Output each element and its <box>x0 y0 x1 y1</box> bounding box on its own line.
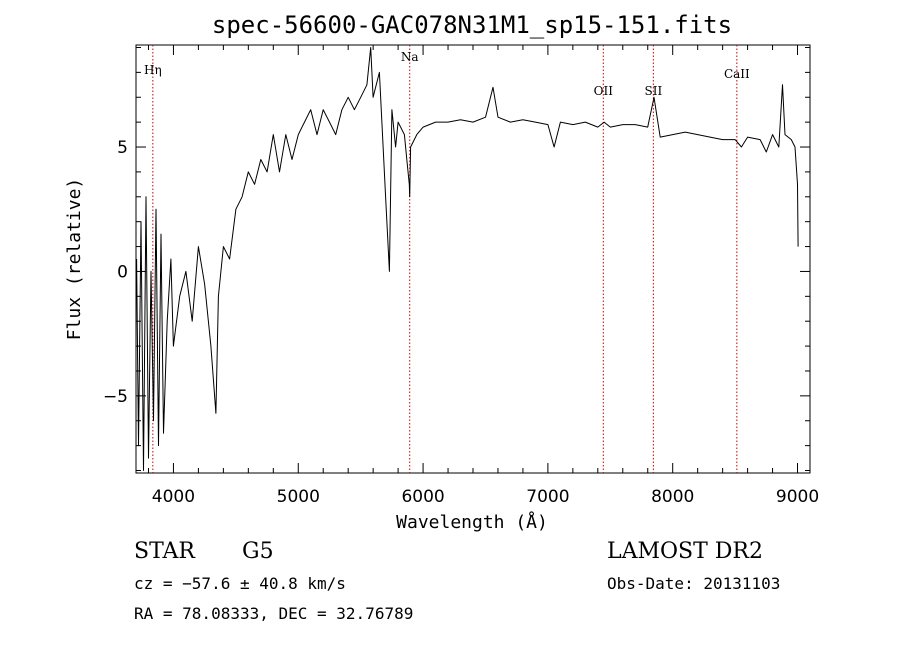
y-axis: −5 0 5 <box>103 46 810 472</box>
y-tick-label: 5 <box>117 138 128 158</box>
y-tick-label: −5 <box>103 387 128 407</box>
x-axis: 4000 5000 6000 7000 8000 9000 <box>147 45 819 507</box>
spectral-line-label: OII <box>594 84 614 98</box>
plot-frame <box>135 44 811 474</box>
object-class: STAR <box>134 539 196 564</box>
object-subclass: G5 <box>242 539 274 564</box>
x-tick-label: 9000 <box>776 487 819 507</box>
spectral-line-label: Na <box>401 50 419 64</box>
survey-name: LAMOST DR2 <box>607 539 763 564</box>
chart-title: spec-56600-GAC078N31M1_sp15-151.fits <box>212 11 732 39</box>
spectral-line-label: CaII <box>724 67 750 81</box>
spectral-line-markers: Hη Na OII SII CaII <box>144 45 750 473</box>
velocity-text: cz = −57.6 ± 40.8 km/s <box>134 574 346 593</box>
obs-date: Obs-Date: 20131103 <box>607 574 780 593</box>
x-tick-label: 4000 <box>152 487 195 507</box>
y-axis-label: Flux (relative) <box>64 178 85 341</box>
x-tick-label: 7000 <box>526 487 569 507</box>
spectrum-line <box>136 47 799 471</box>
x-axis-label: Wavelength (Å) <box>396 511 548 533</box>
spectral-line-label: SII <box>645 84 663 98</box>
x-tick-label: 8000 <box>651 487 694 507</box>
spectral-line-label: Hη <box>144 63 162 77</box>
x-tick-label: 5000 <box>277 487 320 507</box>
x-tick-label: 6000 <box>401 487 444 507</box>
coordinates-text: RA = 78.08333, DEC = 32.76789 <box>134 604 413 623</box>
y-tick-label: 0 <box>117 262 128 282</box>
spectrum-series <box>136 47 799 471</box>
